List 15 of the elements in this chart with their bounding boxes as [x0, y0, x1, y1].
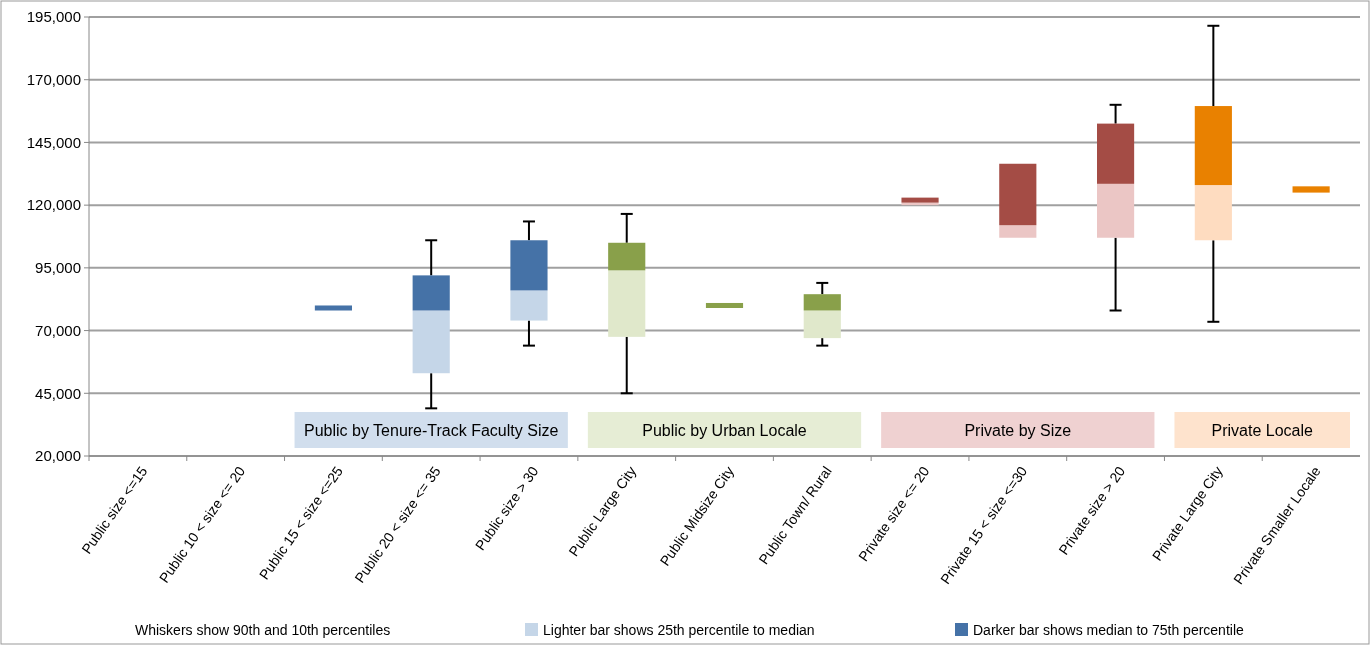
text: Private Locale — [1211, 421, 1314, 439]
y-tick-label: 70,000 — [35, 321, 81, 339]
y-tick-label: 95,000 — [35, 259, 81, 277]
y-tick-label: 195,000 — [26, 8, 81, 26]
text: Private by Size — [964, 421, 1072, 439]
text: Public by Tenure-Track Faculty Size — [304, 421, 559, 439]
text: Whiskers show 90th and 10th percentiles — [135, 621, 391, 638]
text: Lighter bar shows 25th percentile to median — [543, 621, 815, 638]
y-tick-label: 145,000 — [26, 133, 81, 151]
text: Darker bar shows median to 75th percentile — [973, 621, 1245, 638]
y-tick-label: 120,000 — [26, 196, 81, 214]
y-tick-label: 20,000 — [35, 447, 81, 465]
y-tick-label: 45,000 — [35, 384, 81, 402]
text: Public by Urban Locale — [642, 421, 807, 439]
y-tick-label: 170,000 — [26, 70, 81, 88]
